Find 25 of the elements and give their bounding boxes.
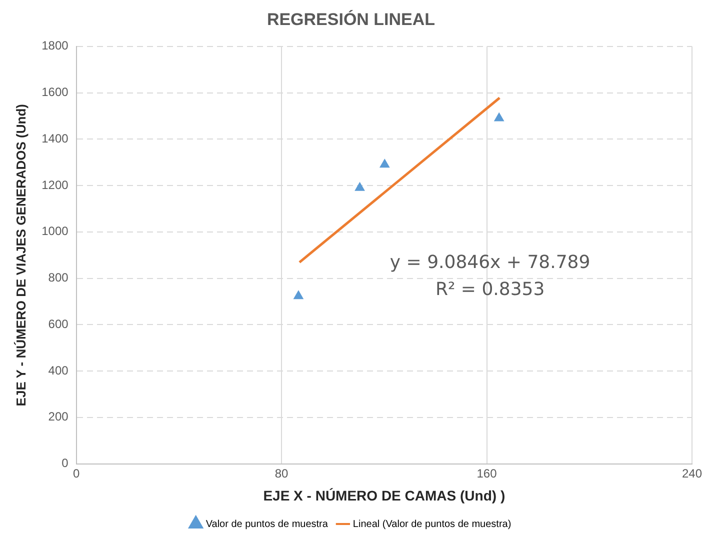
legend-label: Valor de puntos de muestra	[206, 518, 328, 530]
y-tick-label: 1800	[42, 38, 69, 53]
y-tick-label: 0	[62, 456, 69, 470]
y-tick-label: 600	[48, 316, 69, 331]
x-tick-label: 80	[274, 466, 289, 480]
x-tick-label: 160	[476, 466, 498, 480]
y-tick-label: 1600	[42, 85, 69, 100]
y-tick-label: 1000	[42, 224, 69, 238]
x-tick-label: 0	[72, 466, 80, 480]
point	[380, 159, 390, 168]
legend-label: Lineal (Valor de puntos de muestra)	[352, 518, 512, 530]
y-tick-label: 1200	[42, 178, 69, 192]
chart-title: REGRESIÓN LINEAL	[266, 8, 436, 29]
point	[494, 112, 504, 122]
point	[294, 290, 304, 300]
point	[354, 182, 365, 191]
y-tick-label: 1400	[42, 131, 69, 146]
y-axis-title: EJE Y - NÚMERO DE VIAJES GENERADOS (Und)	[13, 104, 28, 406]
y-tick-label: 400	[48, 363, 69, 378]
annotation: y = 9.0846x + 78.789	[390, 252, 590, 274]
y-tick-label: 800	[48, 270, 69, 285]
annotation: R² = 0.8353	[435, 279, 545, 300]
y-tick-label: 200	[48, 410, 69, 424]
x-axis-title: EJE X - NÚMERO DE CAMAS (Und) )	[263, 487, 506, 504]
x-tick-label: 240	[682, 466, 702, 480]
